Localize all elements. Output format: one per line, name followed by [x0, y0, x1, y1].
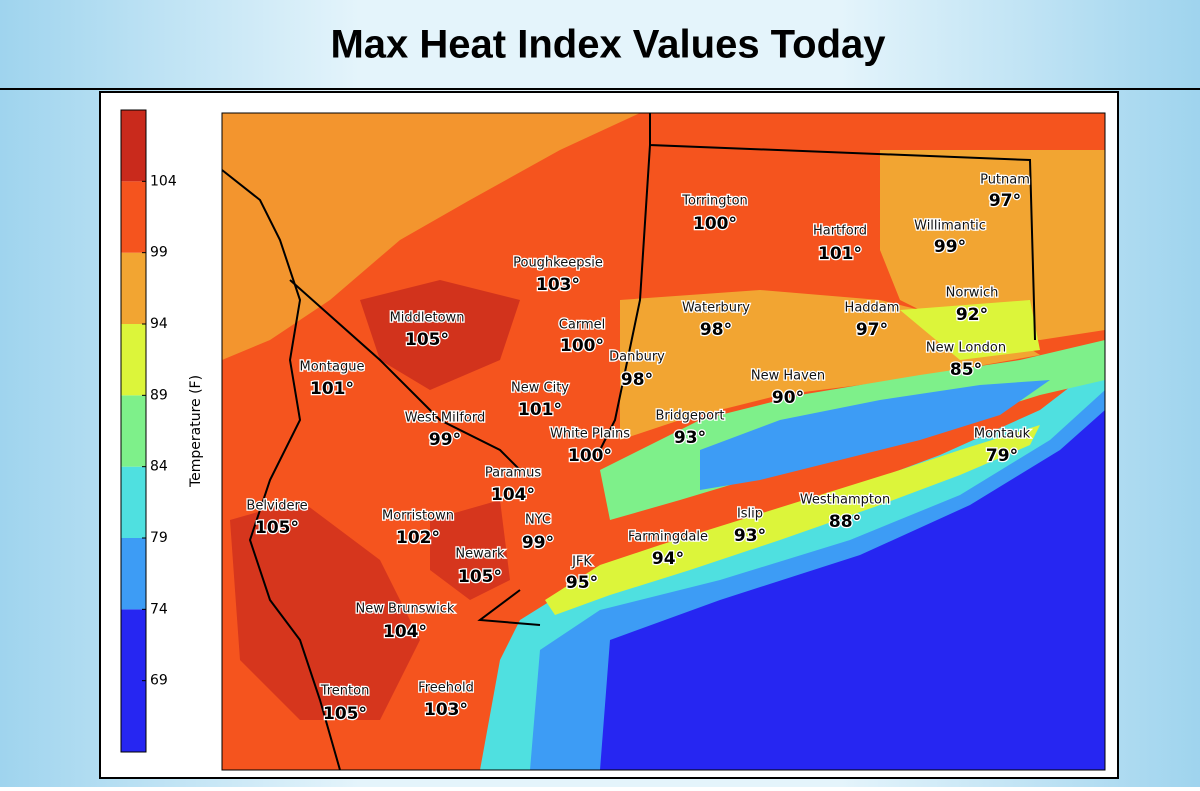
city-value: 92° — [956, 305, 988, 325]
city-name: Danbury — [609, 350, 665, 365]
city-value: 101° — [310, 379, 354, 399]
colorbar-tick-label: 79 — [150, 530, 168, 546]
city-value: 79° — [986, 446, 1018, 466]
orange-region — [222, 113, 640, 360]
colorbar-tick-label: 74 — [150, 601, 168, 617]
city-name: White Plains — [550, 427, 630, 442]
city-value: 95° — [566, 573, 598, 593]
city-name: Poughkeepsie — [513, 256, 603, 271]
city-name: Bridgeport — [655, 409, 724, 424]
long-island-sound — [700, 380, 1050, 490]
city-name: Westhampton — [800, 493, 890, 508]
city-name: NYC — [525, 513, 551, 528]
city-value: 85° — [950, 360, 982, 380]
city-name: Paramus — [485, 466, 541, 481]
city-name: Newark — [455, 547, 505, 562]
city-value: 105° — [255, 518, 299, 538]
city-name: West Milford — [405, 411, 485, 426]
city-name: Hartford — [813, 224, 867, 239]
colorbar-tick-label: 89 — [150, 387, 168, 403]
city-value: 93° — [674, 428, 706, 448]
city-value: 98° — [621, 370, 653, 390]
city-value: 93° — [734, 526, 766, 546]
city-value: 101° — [818, 244, 862, 264]
colorbar-band — [121, 395, 146, 467]
city-name: Willimantic — [914, 219, 986, 234]
state-border — [599, 144, 651, 451]
colorbar-tick-label: 69 — [150, 673, 168, 689]
colorbar-band — [121, 252, 146, 324]
colorbar-frame — [120, 109, 147, 753]
colorbar-band — [121, 181, 146, 253]
city-name: Trenton — [320, 684, 370, 699]
city-name: Morristown — [382, 509, 454, 524]
city-value: 103° — [536, 275, 580, 295]
city-value: 90° — [772, 388, 804, 408]
city-value: 100° — [693, 214, 737, 234]
city-value: 99° — [429, 430, 461, 450]
colorbar-band — [121, 324, 146, 396]
city-name: Islip — [737, 507, 763, 522]
city-value: 105° — [405, 330, 449, 350]
city-value: 98° — [700, 320, 732, 340]
city-value: 104° — [383, 622, 427, 642]
city-name: Haddam — [845, 301, 900, 316]
state-border — [477, 589, 541, 626]
state-border — [649, 113, 1036, 341]
dark-red-region — [360, 280, 520, 390]
city-value: 99° — [522, 533, 554, 553]
city-name: New Haven — [751, 369, 825, 384]
colorbar-band — [121, 538, 146, 610]
city-name: New London — [926, 341, 1006, 356]
colorbar-tick-label: 94 — [150, 316, 168, 332]
city-name: New Brunswick — [356, 602, 455, 617]
city-value: 97° — [989, 191, 1021, 211]
colorbar-tick-label: 99 — [150, 245, 168, 261]
city-name: Putnam — [980, 173, 1030, 188]
city-name: JFK — [571, 555, 592, 570]
colorbar-band — [121, 466, 146, 538]
state-border — [289, 279, 521, 471]
city-value: 100° — [568, 446, 612, 466]
orange-region — [880, 150, 1105, 340]
city-name: Belvidere — [246, 499, 307, 514]
city-value: 99° — [934, 237, 966, 257]
state-border — [222, 169, 341, 770]
city-value: 102° — [396, 528, 440, 548]
city-name: Waterbury — [682, 301, 750, 316]
city-name: Middletown — [390, 311, 465, 326]
city-value: 100° — [560, 336, 604, 356]
city-value: 105° — [458, 567, 502, 587]
city-value: 94° — [652, 549, 684, 569]
title: Max Heat Index Values Today — [330, 23, 886, 67]
city-value: 97° — [856, 320, 888, 340]
dark-red-region — [430, 500, 510, 600]
city-value: 105° — [323, 704, 367, 724]
colorbar-band — [121, 110, 146, 182]
long-island — [545, 425, 1040, 615]
city-value: 103° — [424, 700, 468, 720]
city-value: 101° — [518, 400, 562, 420]
colorbar-label: Temperature (F) — [188, 375, 204, 488]
city-value: 88° — [829, 512, 861, 532]
colorbar-tick-label: 104 — [150, 173, 177, 189]
colorbar-band — [121, 609, 146, 752]
map-frame — [221, 112, 1106, 771]
map — [222, 113, 1105, 770]
ocean — [600, 410, 1105, 770]
city-name: New City — [511, 381, 569, 396]
city-name: Carmel — [559, 318, 605, 333]
city-name: Torrington — [681, 194, 748, 209]
city-name: Freehold — [418, 681, 474, 696]
city-value: 104° — [491, 485, 535, 505]
city-name: Farmingdale — [628, 530, 708, 545]
city-name: Norwich — [946, 286, 999, 301]
city-name: Montauk — [974, 427, 1031, 442]
yellow-region — [900, 300, 1040, 360]
colorbar-tick-label: 84 — [150, 459, 168, 475]
city-name: Montague — [300, 360, 365, 375]
dark-red-region — [230, 500, 420, 720]
